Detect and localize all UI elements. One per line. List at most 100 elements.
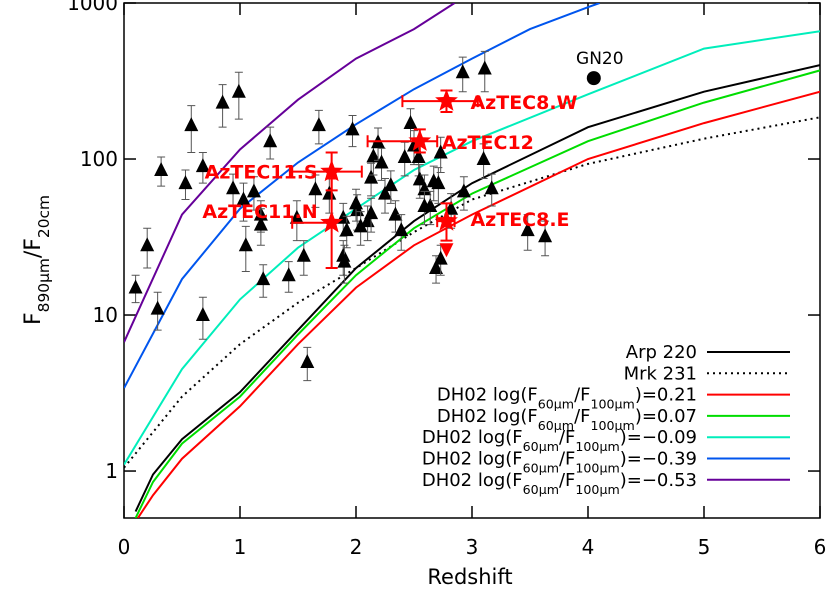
- subscript: 60μm: [523, 481, 559, 496]
- gn20-marker: [586, 71, 601, 86]
- legend-label: DH02 log(F60μm/F100μm)=0.07: [437, 406, 697, 433]
- text-part: /F: [21, 238, 46, 258]
- subscript: 890μm: [35, 258, 53, 312]
- triangle-marker: [311, 117, 326, 132]
- triangle-marker: [397, 149, 412, 164]
- text-part: DH02 log(F: [437, 406, 538, 427]
- x-tick-label: 3: [466, 535, 479, 559]
- triangle-marker: [322, 185, 337, 200]
- text-part: DH02 log(F: [422, 427, 523, 448]
- subscript: 100μm: [575, 481, 619, 496]
- text-part: Arp 220: [626, 342, 697, 363]
- triangle-marker: [394, 222, 409, 237]
- plot-layer: [124, 3, 820, 518]
- text-part: /F: [574, 385, 590, 406]
- text-part: /F: [559, 449, 575, 470]
- triangle-marker: [538, 228, 553, 243]
- triangle-marker: [238, 237, 253, 252]
- triangle-marker: [128, 279, 143, 294]
- triangle-marker: [411, 149, 426, 164]
- legend-label: DH02 log(F60μm/F100μm)=−0.53: [422, 470, 697, 497]
- triangle-marker: [253, 216, 268, 231]
- gn20-label: GN20: [576, 49, 624, 69]
- triangle-marker: [154, 162, 169, 177]
- triangle-marker: [364, 205, 379, 220]
- subscript: 100μm: [590, 396, 634, 411]
- text-part: )=0.21: [635, 385, 697, 406]
- text-part: /F: [559, 427, 575, 448]
- triangle-marker: [195, 307, 210, 322]
- y-axis-label: F890μm/F20cm: [21, 195, 53, 325]
- triangle-marker: [407, 137, 421, 152]
- triangle-marker: [236, 191, 251, 206]
- star-marker: [435, 209, 458, 231]
- subscript: 100μm: [575, 460, 619, 475]
- triangle-marker: [364, 169, 379, 184]
- subscript: 60μm: [538, 396, 574, 411]
- source-label: AzTEC8.E: [470, 209, 569, 231]
- y-tick-label: 1: [105, 459, 118, 483]
- triangle-marker: [184, 117, 199, 132]
- triangle-marker: [484, 180, 499, 195]
- star-marker: [320, 159, 344, 182]
- star-marker: [408, 129, 432, 151]
- source-label: AzTEC12: [442, 132, 534, 154]
- source-label: AzTEC8.W: [470, 92, 577, 114]
- triangle-marker: [339, 222, 354, 237]
- triangle-marker: [195, 158, 210, 173]
- text-part: Mrk 231: [624, 363, 697, 384]
- triangle-marker: [353, 218, 368, 233]
- text-part: )=−0.09: [620, 427, 697, 448]
- triangle-marker: [378, 185, 392, 200]
- source-label: AzTEC11.S: [205, 162, 318, 184]
- model-curve: [137, 90, 820, 518]
- x-axis-label: Redshift: [427, 565, 512, 589]
- triangle-marker: [231, 83, 246, 98]
- x-tick-label: 6: [814, 535, 827, 559]
- x-tick-label: 5: [698, 535, 711, 559]
- x-tick-label: 0: [118, 535, 131, 559]
- text-part: /F: [559, 470, 575, 491]
- triangle-marker: [456, 183, 471, 198]
- model-curve: [124, 116, 820, 469]
- subscript: 20cm: [35, 195, 53, 238]
- triangle-marker: [281, 267, 296, 282]
- triangle-marker: [366, 148, 381, 163]
- x-tick-label: 4: [582, 535, 595, 559]
- triangle-marker: [412, 171, 427, 186]
- triangle-marker: [374, 154, 389, 169]
- legend-label: Mrk 231: [624, 363, 697, 384]
- text-part: F: [21, 312, 46, 325]
- source-label: AzTEC11.N: [202, 201, 317, 223]
- triangle-marker: [520, 222, 535, 237]
- legend-label: DH02 log(F60μm/F100μm)=0.21: [437, 385, 697, 412]
- triangle-marker: [215, 94, 230, 109]
- triangle-marker: [178, 175, 193, 190]
- triangle-marker: [383, 177, 398, 192]
- triangle-marker: [455, 64, 470, 79]
- triangle-marker: [256, 271, 271, 286]
- x-tick-label: 2: [350, 535, 363, 559]
- text-part: )=−0.39: [620, 449, 697, 470]
- triangle-marker: [150, 300, 165, 315]
- y-tick-label: 10: [93, 303, 118, 327]
- legend-label: DH02 log(F60μm/F100μm)=−0.09: [422, 427, 697, 454]
- triangle-marker: [300, 353, 315, 368]
- triangle-marker: [308, 181, 323, 196]
- x-tick-label: 1: [234, 535, 247, 559]
- triangle-marker: [296, 247, 311, 262]
- text-part: DH02 log(F: [422, 470, 523, 491]
- subscript: 100μm: [575, 439, 619, 454]
- triangle-marker: [388, 206, 403, 221]
- triangle-marker: [444, 200, 459, 215]
- triangle-marker: [349, 195, 363, 210]
- text-part: )=0.07: [635, 406, 697, 427]
- subscript: 60μm: [523, 439, 559, 454]
- triangle-marker: [433, 250, 448, 265]
- subscript: 60μm: [523, 460, 559, 475]
- model-curve: [134, 69, 820, 518]
- text-part: )=−0.53: [620, 470, 697, 491]
- triangle-marker: [429, 260, 444, 275]
- subscript: 100μm: [590, 417, 634, 432]
